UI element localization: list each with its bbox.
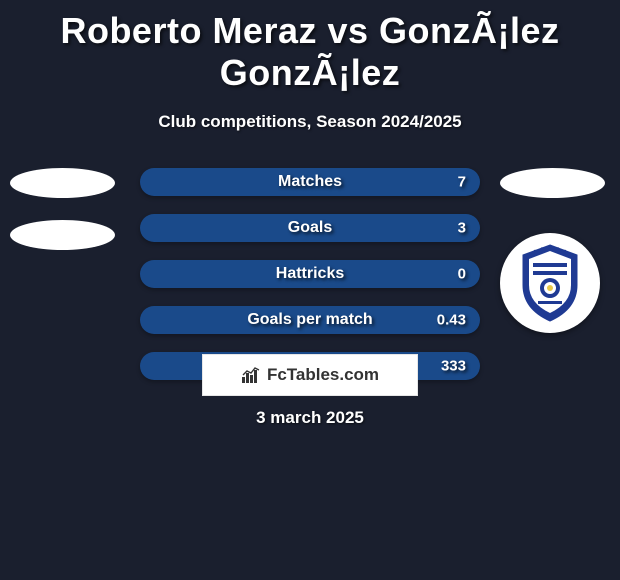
site-prefix: Fc	[267, 365, 287, 384]
date-label: 3 march 2025	[256, 408, 364, 428]
comparison-infographic: Roberto Meraz vs GonzÃ¡lez GonzÃ¡lez Clu…	[0, 0, 620, 580]
left-player-badges	[10, 168, 120, 272]
stat-right-value: 0	[458, 266, 466, 283]
right-badge-ellipse	[500, 168, 605, 198]
site-suffix: Tables.com	[287, 365, 379, 384]
right-player-badges	[500, 168, 610, 333]
subtitle: Club competitions, Season 2024/2025	[0, 112, 620, 132]
club-badge	[500, 233, 600, 333]
stat-right-value: 7	[458, 174, 466, 191]
stat-bar: Goals per match 0.43	[140, 306, 480, 334]
site-badge[interactable]: FcTables.com	[202, 354, 418, 396]
left-badge-ellipse	[10, 168, 115, 198]
site-name: FcTables.com	[267, 365, 379, 385]
bar-chart-icon	[241, 366, 261, 384]
stat-bar: Matches 7	[140, 168, 480, 196]
pachuca-crest-icon	[515, 243, 585, 323]
left-badge-ellipse	[10, 220, 115, 250]
page-title: Roberto Meraz vs GonzÃ¡lez GonzÃ¡lez	[0, 10, 620, 94]
stat-right-value: 0.43	[437, 312, 466, 329]
stat-bar: Goals 3	[140, 214, 480, 242]
stat-label: Matches	[278, 173, 342, 191]
stat-bar: Hattricks 0	[140, 260, 480, 288]
stat-label: Goals per match	[247, 311, 372, 329]
stat-label: Hattricks	[276, 265, 344, 283]
stat-right-value: 3	[458, 220, 466, 237]
stat-label: Goals	[288, 219, 332, 237]
stat-right-value: 333	[441, 358, 466, 375]
